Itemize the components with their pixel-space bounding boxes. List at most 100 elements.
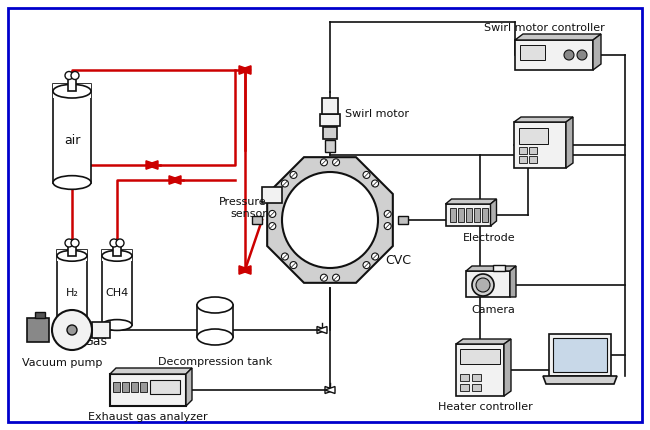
Circle shape <box>269 223 276 230</box>
Polygon shape <box>267 157 393 283</box>
Circle shape <box>110 239 118 247</box>
Circle shape <box>564 50 574 60</box>
Bar <box>102 250 132 325</box>
Bar <box>473 208 480 222</box>
Text: Decompression tank: Decompression tank <box>158 357 272 367</box>
Bar <box>519 147 527 154</box>
Polygon shape <box>566 117 573 168</box>
Ellipse shape <box>102 250 132 261</box>
Bar <box>197 305 233 337</box>
Circle shape <box>282 172 378 268</box>
Bar <box>460 384 469 391</box>
Bar <box>450 208 456 222</box>
Bar <box>519 156 527 163</box>
Circle shape <box>384 223 391 230</box>
Text: Exhaust gas analyzer: Exhaust gas analyzer <box>88 412 208 422</box>
Bar <box>460 349 500 363</box>
Bar <box>320 114 340 126</box>
Ellipse shape <box>53 84 91 98</box>
Polygon shape <box>317 326 327 334</box>
Circle shape <box>67 325 77 335</box>
Polygon shape <box>445 199 497 204</box>
Polygon shape <box>239 266 251 274</box>
Polygon shape <box>146 161 158 169</box>
Text: Gas: Gas <box>83 335 107 348</box>
Bar <box>529 147 537 154</box>
Polygon shape <box>593 34 601 70</box>
Bar <box>113 382 120 392</box>
Bar <box>140 382 147 392</box>
Text: Vacuum pump: Vacuum pump <box>22 358 102 368</box>
Bar <box>113 245 121 256</box>
Bar <box>323 127 337 139</box>
Polygon shape <box>169 176 181 184</box>
Bar <box>529 156 537 163</box>
Text: air: air <box>64 133 80 147</box>
Bar <box>520 45 545 60</box>
Text: H₂: H₂ <box>66 288 79 298</box>
Bar <box>252 216 262 224</box>
Text: Camera: Camera <box>471 305 515 315</box>
Polygon shape <box>169 176 181 184</box>
Circle shape <box>577 50 587 60</box>
Bar <box>27 318 49 342</box>
Polygon shape <box>239 66 251 74</box>
Polygon shape <box>186 368 192 406</box>
Circle shape <box>290 172 297 178</box>
Ellipse shape <box>102 319 132 330</box>
Circle shape <box>269 210 276 218</box>
Bar <box>549 334 611 376</box>
Ellipse shape <box>57 319 87 330</box>
Bar <box>92 322 110 338</box>
Bar <box>515 40 593 70</box>
Circle shape <box>290 261 297 269</box>
Text: Swirl motor controller: Swirl motor controller <box>484 23 604 33</box>
Circle shape <box>320 159 328 166</box>
Bar <box>322 98 338 114</box>
Text: Heater controller: Heater controller <box>437 402 532 412</box>
Bar <box>68 77 76 91</box>
Circle shape <box>320 274 328 281</box>
Bar <box>131 382 138 392</box>
Bar <box>458 208 463 222</box>
Bar <box>460 374 469 381</box>
Polygon shape <box>543 376 617 384</box>
Bar <box>102 250 132 261</box>
Circle shape <box>363 172 370 178</box>
Circle shape <box>333 159 339 166</box>
Circle shape <box>372 180 378 187</box>
Circle shape <box>65 71 73 80</box>
Circle shape <box>384 210 391 218</box>
Bar <box>53 84 91 98</box>
Bar <box>68 245 76 256</box>
Polygon shape <box>491 199 497 226</box>
Ellipse shape <box>53 176 91 189</box>
Bar <box>472 384 481 391</box>
Polygon shape <box>466 266 516 271</box>
Ellipse shape <box>197 297 233 313</box>
Circle shape <box>281 253 289 260</box>
Bar <box>514 122 566 168</box>
Bar <box>398 216 408 224</box>
Polygon shape <box>510 266 516 297</box>
Circle shape <box>52 310 92 350</box>
Bar <box>35 312 45 318</box>
Polygon shape <box>325 387 335 393</box>
Polygon shape <box>515 34 601 40</box>
Circle shape <box>333 274 339 281</box>
Bar <box>466 271 510 297</box>
Circle shape <box>116 239 124 247</box>
Circle shape <box>71 239 79 247</box>
Circle shape <box>363 261 370 269</box>
Bar <box>456 344 504 396</box>
Polygon shape <box>239 266 251 274</box>
Bar <box>57 250 87 261</box>
Bar <box>53 84 91 182</box>
Polygon shape <box>110 368 192 374</box>
Bar <box>122 382 129 392</box>
Text: Electrode: Electrode <box>463 233 515 243</box>
Bar <box>465 208 471 222</box>
Bar <box>553 338 607 372</box>
Circle shape <box>372 253 378 260</box>
Text: CVC: CVC <box>385 254 411 267</box>
